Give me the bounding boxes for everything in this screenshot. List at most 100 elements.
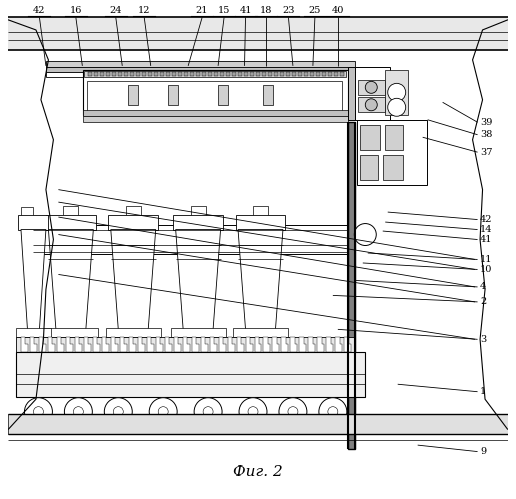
Polygon shape: [75, 337, 82, 352]
Text: 40: 40: [332, 6, 344, 15]
Circle shape: [388, 83, 406, 101]
Bar: [385, 70, 408, 115]
Circle shape: [279, 398, 307, 426]
Text: 41: 41: [480, 235, 493, 244]
Bar: [94, 72, 99, 76]
Bar: [274, 72, 278, 76]
Polygon shape: [183, 337, 190, 352]
Text: 38: 38: [480, 130, 492, 139]
Polygon shape: [264, 337, 270, 352]
Bar: [250, 72, 254, 76]
Text: 24: 24: [109, 6, 122, 15]
Circle shape: [388, 98, 406, 116]
Bar: [178, 72, 182, 76]
Bar: [84, 116, 348, 122]
Bar: [8, 17, 508, 50]
Text: 11: 11: [480, 255, 493, 264]
Polygon shape: [129, 337, 136, 352]
Polygon shape: [21, 337, 28, 352]
Bar: [268, 72, 272, 76]
Circle shape: [104, 398, 132, 426]
Bar: [196, 72, 200, 76]
Bar: [357, 120, 427, 185]
Bar: [172, 72, 176, 76]
Bar: [280, 72, 284, 76]
Bar: [46, 72, 356, 77]
Text: 1: 1: [480, 387, 486, 396]
Circle shape: [248, 407, 258, 417]
Text: 21: 21: [196, 6, 208, 15]
Circle shape: [319, 398, 347, 426]
Bar: [106, 72, 110, 76]
Bar: [244, 72, 248, 76]
Bar: [184, 72, 188, 76]
Bar: [124, 72, 128, 76]
Polygon shape: [219, 337, 225, 352]
Text: 23: 23: [282, 6, 295, 15]
Bar: [171, 328, 225, 337]
Bar: [340, 72, 344, 76]
Bar: [358, 97, 385, 112]
Polygon shape: [66, 337, 73, 352]
Bar: [130, 72, 134, 76]
Polygon shape: [102, 337, 109, 352]
Polygon shape: [175, 230, 220, 329]
Polygon shape: [209, 337, 217, 352]
Text: 16: 16: [70, 6, 82, 15]
Bar: [84, 71, 346, 77]
Bar: [148, 72, 152, 76]
Bar: [63, 206, 78, 215]
Circle shape: [64, 398, 92, 426]
Bar: [166, 72, 170, 76]
Circle shape: [203, 407, 213, 417]
Bar: [106, 328, 160, 337]
Text: 39: 39: [480, 118, 492, 127]
Polygon shape: [57, 337, 64, 352]
Circle shape: [73, 407, 84, 417]
Polygon shape: [335, 337, 342, 352]
Polygon shape: [309, 337, 315, 352]
Bar: [108, 215, 158, 230]
Polygon shape: [254, 337, 262, 352]
Polygon shape: [326, 337, 333, 352]
Bar: [304, 72, 308, 76]
Text: 12: 12: [138, 6, 151, 15]
Text: 18: 18: [260, 6, 272, 15]
Circle shape: [114, 407, 123, 417]
Bar: [360, 125, 380, 150]
Bar: [112, 72, 116, 76]
Bar: [360, 155, 378, 180]
Text: 25: 25: [309, 6, 321, 15]
Bar: [154, 72, 158, 76]
Polygon shape: [49, 230, 93, 329]
Bar: [46, 215, 96, 230]
Circle shape: [24, 398, 53, 426]
Bar: [232, 72, 236, 76]
Polygon shape: [281, 337, 288, 352]
Polygon shape: [317, 337, 325, 352]
Polygon shape: [147, 337, 154, 352]
Polygon shape: [156, 337, 163, 352]
Bar: [84, 70, 348, 115]
Polygon shape: [93, 337, 100, 352]
Circle shape: [365, 81, 377, 93]
Bar: [208, 72, 212, 76]
Bar: [356, 67, 390, 120]
Bar: [168, 85, 178, 105]
Circle shape: [149, 398, 177, 426]
Polygon shape: [344, 337, 351, 352]
Polygon shape: [84, 337, 91, 352]
Circle shape: [354, 224, 376, 246]
Bar: [348, 122, 355, 449]
Bar: [358, 80, 385, 95]
Bar: [173, 215, 223, 230]
Bar: [383, 155, 402, 180]
Bar: [218, 85, 228, 105]
Bar: [190, 206, 205, 215]
Bar: [316, 72, 320, 76]
Polygon shape: [111, 337, 118, 352]
Bar: [238, 72, 242, 76]
Text: 10: 10: [480, 265, 492, 274]
Text: 9: 9: [480, 447, 486, 456]
Circle shape: [158, 407, 168, 417]
